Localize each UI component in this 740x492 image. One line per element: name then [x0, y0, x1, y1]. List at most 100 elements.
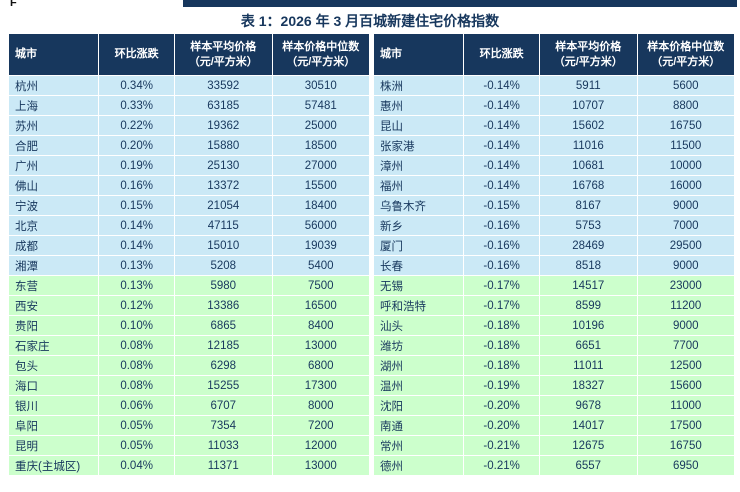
change-cell: 0.14% [98, 215, 176, 236]
table-title: 表 1：2026 年 3 月百城新建住宅价格指数 [240, 13, 500, 29]
avg-price-cell: 14517 [539, 275, 638, 296]
median-price-cell: 12500 [636, 355, 736, 376]
city-cell: 呼和浩特 [372, 295, 465, 316]
avg-price-cell: 33592 [174, 75, 273, 96]
avg-price-cell: 11016 [539, 135, 638, 156]
avg-price-cell: 47115 [174, 215, 273, 236]
city-cell: 长春 [372, 255, 465, 276]
change-cell: -0.18% [463, 355, 541, 376]
table-row: 株洲 -0.14% 5911 5600 [372, 75, 736, 96]
median-price-cell: 19039 [271, 235, 371, 256]
table-row: 昆明 0.05% 11033 12000 [7, 435, 371, 456]
table-row: 东营 0.13% 5980 7500 [7, 275, 371, 296]
change-cell: 0.06% [98, 395, 176, 416]
change-cell: 0.12% [98, 295, 176, 316]
city-cell: 德州 [372, 455, 465, 476]
table-row: 潍坊 -0.18% 6651 7700 [372, 335, 736, 356]
table-row: 合肥 0.20% 15880 18500 [7, 135, 371, 156]
median-price-cell: 56000 [271, 215, 371, 236]
median-price-cell: 8800 [636, 95, 736, 116]
change-cell: -0.21% [463, 455, 541, 476]
table-row: 宁波 0.15% 21054 18400 [7, 195, 371, 216]
table-row: 福州 -0.14% 16768 16000 [372, 175, 736, 196]
table-row: 重庆(主城区) 0.04% 11371 13000 [7, 455, 371, 476]
avg-price-cell: 63185 [174, 95, 273, 116]
city-cell: 潍坊 [372, 335, 465, 356]
table-body: 杭州 0.34% 33592 30510 上海 0.33% 63185 57481 苏州 0.22… [7, 75, 371, 476]
avg-price-cell: 15602 [539, 115, 638, 136]
table-body: 株洲 -0.14% 5911 5600 惠州 -0.14% 10707 8800 昆山 -0.14… [372, 75, 736, 476]
table-row: 呼和浩特 -0.17% 8599 11200 [372, 295, 736, 316]
median-price-cell: 25000 [271, 115, 371, 136]
city-cell: 温州 [372, 375, 465, 396]
change-cell: -0.14% [463, 115, 541, 136]
city-cell: 漳州 [372, 155, 465, 176]
avg-price-cell: 16768 [539, 175, 638, 196]
change-cell: 0.22% [98, 115, 176, 136]
city-cell: 重庆(主城区) [7, 455, 100, 476]
table-header: 城市 环比涨跌 样本平均价格 （元/平方米） 样本价格中位数 （元/平方米） [7, 33, 371, 76]
median-price-cell: 30510 [271, 75, 371, 96]
city-cell: 株洲 [372, 75, 465, 96]
avg-price-cell: 5980 [174, 275, 273, 296]
header-row: 城市 环比涨跌 样本平均价格 （元/平方米） 样本价格中位数 （元/平方米） [7, 33, 371, 76]
city-cell: 新乡 [372, 215, 465, 236]
city-cell: 包头 [7, 355, 100, 376]
median-price-cell: 13000 [271, 455, 371, 476]
change-cell: 0.08% [98, 375, 176, 396]
median-price-cell: 11000 [636, 395, 736, 416]
median-price-cell: 10000 [636, 155, 736, 176]
city-cell: 张家港 [372, 135, 465, 156]
median-price-cell: 23000 [636, 275, 736, 296]
median-price-cell: 7500 [271, 275, 371, 296]
change-cell: 0.10% [98, 315, 176, 336]
avg-price-cell: 5753 [539, 215, 638, 236]
column-header: 样本平均价格 （元/平方米） [539, 33, 638, 76]
avg-price-cell: 6707 [174, 395, 273, 416]
avg-price-cell: 7354 [174, 415, 273, 436]
median-price-cell: 16000 [636, 175, 736, 196]
median-price-cell: 18400 [271, 195, 371, 216]
city-cell: 无锡 [372, 275, 465, 296]
tables-container: 城市 环比涨跌 样本平均价格 （元/平方米） 样本价格中位数 （元/平方米） 杭州 0.34… [0, 33, 740, 476]
median-price-cell: 17300 [271, 375, 371, 396]
city-cell: 杭州 [7, 75, 100, 96]
change-cell: 0.14% [98, 235, 176, 256]
table-row: 成都 0.14% 15010 19039 [7, 235, 371, 256]
median-price-cell: 7000 [636, 215, 736, 236]
avg-price-cell: 15255 [174, 375, 273, 396]
change-cell: 0.15% [98, 195, 176, 216]
avg-price-cell: 8599 [539, 295, 638, 316]
table-row: 张家港 -0.14% 11016 11500 [372, 135, 736, 156]
price-table-left: 城市 环比涨跌 样本平均价格 （元/平方米） 样本价格中位数 （元/平方米） 杭州 0.34… [7, 33, 371, 476]
top-divider-bar [183, 0, 737, 7]
median-price-cell: 9000 [636, 315, 736, 336]
change-cell: -0.17% [463, 275, 541, 296]
change-cell: 0.05% [98, 415, 176, 436]
median-price-cell: 17500 [636, 415, 736, 436]
median-price-cell: 15500 [271, 175, 371, 196]
change-cell: 0.04% [98, 455, 176, 476]
median-price-cell: 6950 [636, 455, 736, 476]
city-cell: 昆山 [372, 115, 465, 136]
avg-price-cell: 6865 [174, 315, 273, 336]
column-header: 城市 [7, 33, 100, 76]
avg-price-cell: 25130 [174, 155, 273, 176]
city-cell: 贵阳 [7, 315, 100, 336]
change-cell: -0.19% [463, 375, 541, 396]
change-cell: 0.08% [98, 355, 176, 376]
city-cell: 湖州 [372, 355, 465, 376]
avg-price-cell: 6557 [539, 455, 638, 476]
avg-price-cell: 10196 [539, 315, 638, 336]
median-price-cell: 8000 [271, 395, 371, 416]
table-row: 阜阳 0.05% 7354 7200 [7, 415, 371, 436]
avg-price-cell: 28469 [539, 235, 638, 256]
change-cell: 0.34% [98, 75, 176, 96]
city-cell: 成都 [7, 235, 100, 256]
city-cell: 合肥 [7, 135, 100, 156]
column-header: 样本价格中位数 （元/平方米） [636, 33, 736, 76]
change-cell: 0.16% [98, 175, 176, 196]
change-cell: -0.16% [463, 235, 541, 256]
table-row: 佛山 0.16% 13372 15500 [7, 175, 371, 196]
